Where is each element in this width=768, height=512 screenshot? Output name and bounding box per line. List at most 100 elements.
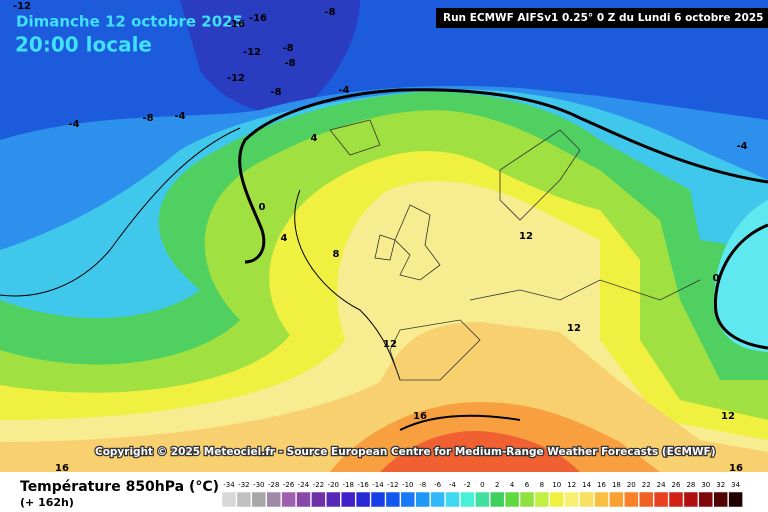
contour-label: -12 <box>243 47 261 58</box>
field-band <box>714 200 768 352</box>
zero-contour <box>713 223 768 350</box>
legend-label: -8 <box>419 481 426 489</box>
legend-label: 26 <box>672 481 681 489</box>
coastline <box>389 319 481 381</box>
legend-label: -6 <box>434 481 442 489</box>
legend-label: -10 <box>402 481 413 489</box>
contour-label: 4 <box>311 133 318 144</box>
legend-swatch <box>445 491 460 508</box>
legend-label: 20 <box>627 481 636 489</box>
variable-label: Température 850hPa (°C) <box>20 479 219 495</box>
legend-label: -16 <box>357 481 369 489</box>
contour-label: -4 <box>174 111 185 122</box>
legend-swatch <box>534 491 550 508</box>
legend-label: 24 <box>657 481 666 489</box>
legend-label: 34 <box>731 481 740 489</box>
coastline <box>394 204 441 281</box>
legend-swatch <box>519 491 535 508</box>
legend-swatch <box>594 491 609 508</box>
legend-label: -34 <box>223 481 235 489</box>
contour-label: -12 <box>13 1 31 12</box>
contour-label: 16 <box>729 463 743 474</box>
legend-swatch <box>266 491 281 508</box>
legend-swatch <box>504 491 520 508</box>
legend-swatch <box>668 491 684 508</box>
run-info: Run ECMWF AIFSv1 0.25° 0 Z du Lundi 6 oc… <box>443 12 763 24</box>
field-band <box>380 431 580 472</box>
legend-label: -2 <box>464 481 471 489</box>
legend-swatch <box>400 491 416 508</box>
legend-swatch <box>713 491 728 508</box>
legend-label: -12 <box>387 481 398 489</box>
contour-label: 12 <box>383 339 397 350</box>
zero-contour <box>238 88 768 264</box>
contour-line <box>399 414 521 431</box>
legend-swatch <box>609 491 624 508</box>
legend-label: 4 <box>510 481 515 489</box>
contour-label: -8 <box>282 43 293 54</box>
legend-swatch <box>251 491 267 508</box>
contour-label: -8 <box>324 7 335 18</box>
contour-line <box>294 189 401 381</box>
coastline <box>374 234 396 261</box>
legend-swatch <box>549 491 565 508</box>
contour-label: -4 <box>736 141 747 152</box>
legend-label: 10 <box>552 481 561 489</box>
legend-label: 0 <box>480 481 484 489</box>
contour-label: 16 <box>413 411 427 422</box>
contour-label: 0 <box>259 202 266 213</box>
contour-label: -4 <box>338 85 349 96</box>
coastline <box>329 119 381 156</box>
legend-label: -20 <box>328 481 339 489</box>
legend-swatch <box>460 491 475 508</box>
color-legend: -34 -32 -30 -28 -26 -24 -22 -20 -18 -16 -14 -12 -10-… <box>221 481 743 508</box>
legend-swatch <box>653 491 669 508</box>
legend-label: 16 <box>597 481 606 489</box>
legend-label: -26 <box>283 481 295 489</box>
legend-label: -24 <box>298 481 310 489</box>
contour-label: 0 <box>713 273 720 284</box>
coastline <box>499 129 581 221</box>
date-title: Dimanche 12 octobre 2025 <box>16 13 243 31</box>
contour-label: -16 <box>249 13 267 24</box>
legend-swatch <box>430 491 445 508</box>
contour-label: -8 <box>142 113 153 124</box>
legend-swatch <box>624 491 639 508</box>
legend-label: -18 <box>342 481 353 489</box>
contour-label: -4 <box>68 119 79 130</box>
legend-label: -30 <box>253 481 264 489</box>
coastline <box>469 279 701 301</box>
contours <box>0 88 768 431</box>
legend-swatch <box>638 491 654 508</box>
legend-label: 2 <box>495 481 499 489</box>
contour-line <box>0 127 241 297</box>
contour-label: 8 <box>333 249 340 260</box>
legend-label: 32 <box>716 481 725 489</box>
legend-swatch <box>415 491 430 508</box>
run-box <box>436 8 768 28</box>
map-field <box>0 0 768 473</box>
legend-swatch <box>385 491 401 508</box>
legend-swatch <box>326 491 341 508</box>
legend-swatch <box>683 491 699 508</box>
time-title: 20:00 locale <box>15 33 152 57</box>
legend-swatch <box>475 491 490 508</box>
coastlines <box>329 119 701 381</box>
legend-label: 28 <box>686 481 695 489</box>
legend-swatch <box>579 491 594 508</box>
legend-swatch <box>236 491 252 508</box>
legend-label: 18 <box>612 481 621 489</box>
legend-swatch <box>728 491 743 508</box>
legend-swatch <box>355 491 371 508</box>
legend-swatch <box>311 491 326 508</box>
contour-label: 4 <box>281 233 288 244</box>
contour-label: -8 <box>284 58 295 69</box>
contour-label: 12 <box>567 323 581 334</box>
legend-label: -14 <box>372 481 384 489</box>
contour-labels: -12 -8 -16 -16 -12 -8 -8 -12 -8 -4 -8 -4 -4 4 -4 0 4 8 12 0… <box>13 1 748 474</box>
lead-label: (+ 162h) <box>20 496 74 509</box>
contour-label: -8 <box>270 87 281 98</box>
contour-label: -16 <box>227 19 245 30</box>
legend-swatch <box>698 491 714 508</box>
contour-label: 12 <box>519 231 533 242</box>
